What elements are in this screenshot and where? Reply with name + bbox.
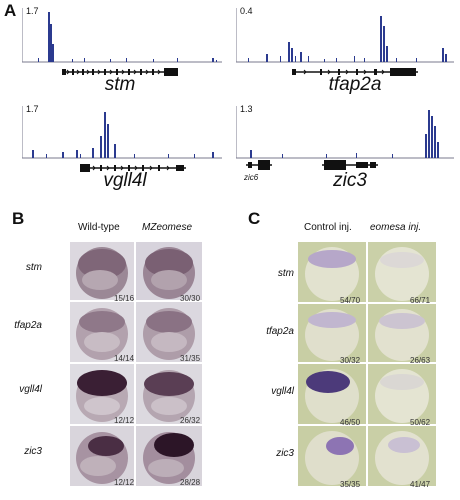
track-zic3 — [236, 104, 454, 164]
panel-b-count: 28/28 — [180, 478, 201, 487]
panel-c-image-vgll4l-eomesa — [368, 364, 436, 424]
gene-model-vgll4l — [78, 160, 188, 178]
panel-c-row-zic3: zic3 — [276, 448, 294, 459]
track-vgll4l-ymax: 1.7 — [26, 104, 39, 114]
track-stm-signal — [22, 8, 222, 63]
panel-c-row-stm: stm — [277, 268, 294, 279]
track-tfap2a — [236, 6, 454, 68]
panel-b-count: 14/14 — [114, 354, 135, 363]
gene-model-zic3 — [320, 158, 380, 177]
panel-c-row-vgll4l: vgll4l — [271, 386, 294, 397]
panel-c-count: 46/50 — [340, 418, 361, 427]
panel-a-letter: A — [4, 1, 17, 20]
panel-c-count: 30/32 — [340, 356, 361, 365]
track-vgll4l — [22, 104, 222, 164]
panel-b-image-tfap2a-wildtype — [70, 302, 134, 362]
panel-c-count: 26/63 — [410, 356, 431, 365]
panel-b-count: 31/35 — [180, 354, 201, 363]
panel-b-count: 12/12 — [114, 416, 135, 425]
panel-b-row-stm: stm — [25, 262, 42, 273]
panel-b-image-tfap2a-mzeomese — [136, 302, 202, 362]
track-vgll4l-signal — [22, 106, 222, 159]
gene-label-vgll4l: vgll4l — [103, 170, 147, 191]
panel-c-image-zic3-eomesa — [368, 426, 436, 486]
track-tfap2a-ymax: 0.4 — [240, 6, 253, 16]
panel-b-image-vgll4l-mzeomese — [136, 364, 202, 424]
panel-c-image-stm-eomesa — [368, 242, 436, 302]
panel-b-image-stm-wildtype — [70, 242, 134, 300]
panel-c-col-eomesa: eomesa inj. — [370, 222, 422, 233]
panel-b-count: 26/32 — [180, 416, 201, 425]
panel-b-col-mzeomese: MZeomese — [142, 222, 193, 233]
gene-label-zic3: zic3 — [333, 170, 367, 191]
track-zic3-signal — [236, 106, 454, 159]
panel-b-image-vgll4l-wildtype — [70, 364, 134, 424]
panel-c-col-control: Control inj. — [304, 222, 352, 233]
panel-b-count: 15/16 — [114, 294, 135, 303]
panel-b-image-zic3-mzeomese — [136, 426, 202, 486]
gene-label-zic6: zic6 — [244, 173, 259, 182]
panel-c-image-tfap2a-eomesa — [368, 304, 436, 362]
gene-model-zic6 — [244, 158, 274, 177]
panel-c-image-stm-control — [298, 242, 366, 302]
panel-b-image-zic3-wildtype — [70, 426, 134, 486]
panel-c-count: 41/47 — [410, 480, 431, 489]
panel-c-image-vgll4l-control — [298, 364, 366, 424]
panel-b-letter: B — [12, 209, 25, 228]
panel-c-count: 54/70 — [340, 296, 361, 305]
panel-b-image-stm-mzeomese — [136, 242, 202, 300]
gene-label-stm: stm — [104, 74, 136, 95]
gene-model-stm — [60, 64, 180, 82]
gene-model-tfap2a — [290, 64, 420, 82]
panel-c-letter: C — [248, 209, 261, 228]
panel-b-count: 30/30 — [180, 294, 201, 303]
track-stm — [22, 6, 222, 68]
track-zic3-ymax: 1.3 — [240, 104, 253, 114]
panel-b-count: 12/12 — [114, 478, 135, 487]
panel-c-image-tfap2a-control — [298, 304, 366, 362]
panel-b-col-wildtype: Wild-type — [78, 222, 120, 233]
panel-c-image-zic3-control — [298, 426, 366, 486]
gene-label-tfap2a: tfap2a — [328, 74, 382, 95]
panel-b-row-tfap2a: tfap2a — [14, 320, 42, 331]
panel-c-count: 50/62 — [410, 418, 431, 427]
panel-c-count: 66/71 — [410, 296, 431, 305]
track-stm-ymax: 1.7 — [26, 6, 39, 16]
panel-c-count: 35/35 — [340, 480, 361, 489]
panel-b-row-zic3: zic3 — [24, 446, 42, 457]
track-tfap2a-signal — [236, 8, 454, 63]
panel-b-row-vgll4l: vgll4l — [19, 384, 42, 395]
panel-c-row-tfap2a: tfap2a — [266, 326, 294, 337]
